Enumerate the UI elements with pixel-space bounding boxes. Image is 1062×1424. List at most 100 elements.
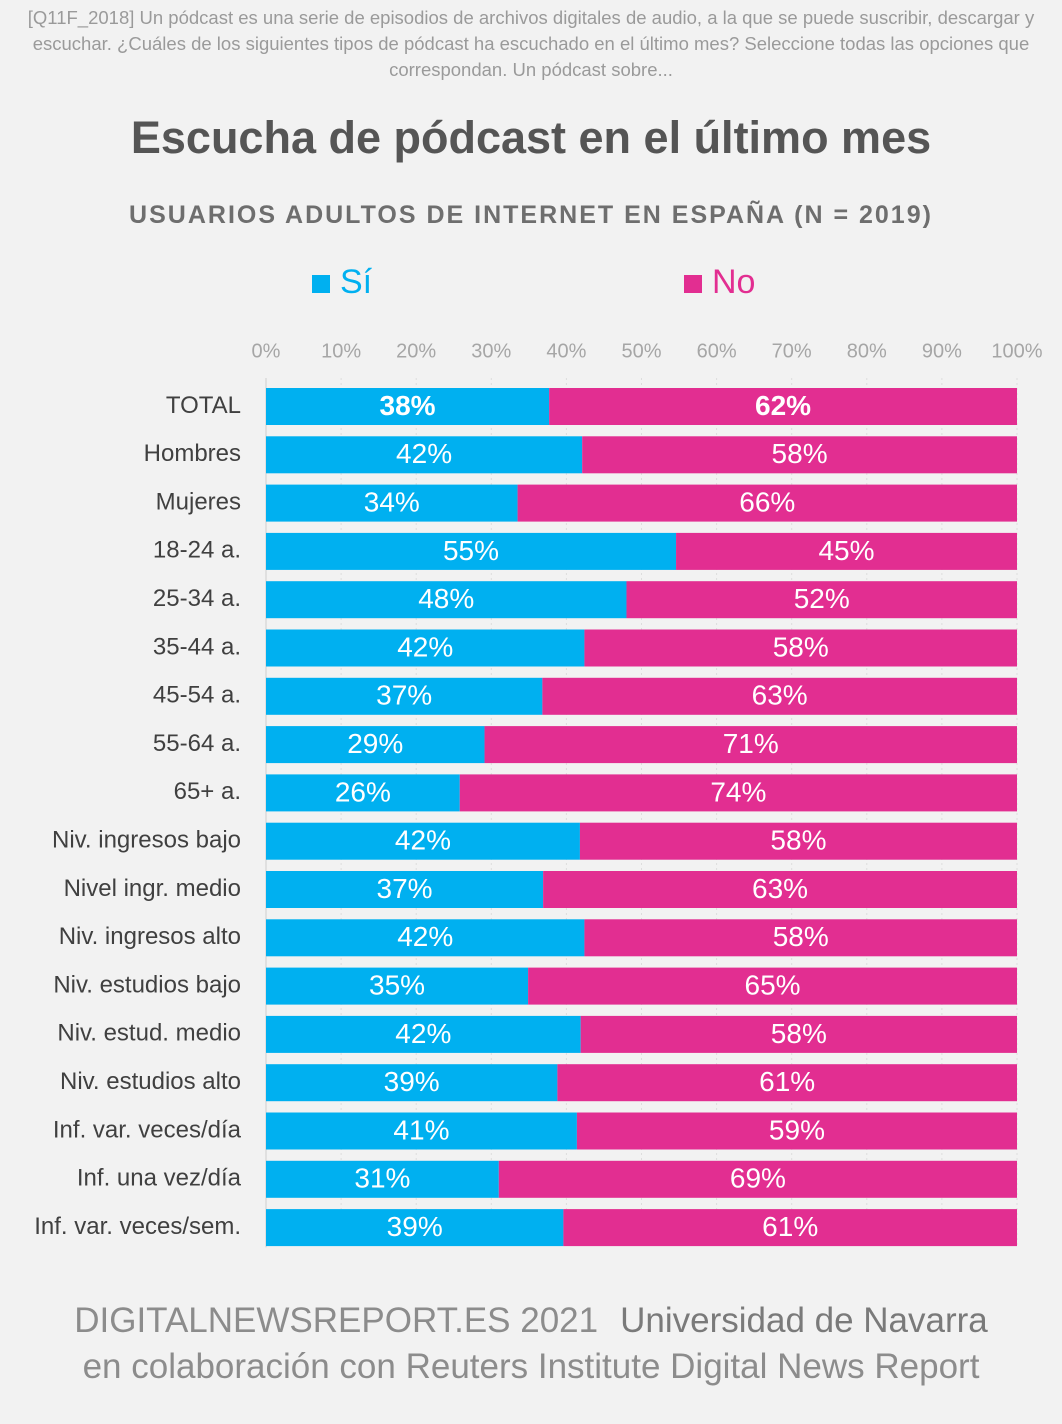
bar-si [266,1064,558,1102]
data-label-si: 48% [418,583,474,614]
category-label: Inf. var. veces/sem. [34,1213,241,1240]
category-label: Niv. estud. medio [57,1020,241,1047]
footer-collaboration: en colaboración con Reuters Institute Di… [82,1347,980,1386]
x-tick-label: 80% [847,340,887,362]
data-label-no: 58% [773,921,829,952]
bar-no [498,1160,1017,1198]
bar-no [484,726,1017,764]
bar-no [584,629,1017,667]
category-label: 35-44 a. [153,633,241,660]
data-label-si: 26% [335,776,391,807]
data-label-no: 58% [773,631,829,662]
category-label: Hombres [144,440,241,467]
bar-no [557,1064,1017,1102]
data-label-si: 42% [395,825,451,856]
bar-no [584,919,1017,957]
data-label-si: 35% [369,969,425,1000]
legend-label-no: No [712,262,756,301]
bar-no [626,581,1017,619]
category-label: Mujeres [156,488,241,515]
stacked-bar-chart: 0% 10% 20% 30% 40% 50% 60% 70% 80% 90% 100% TOTAL 38… [34,340,1043,1248]
data-label-si: 42% [397,631,453,662]
question-text: [Q11F_2018] Un pódcast es una serie de e… [27,7,1035,80]
data-label-no: 62% [755,390,811,421]
bar-no [579,822,1017,860]
bar-si [266,726,485,764]
bar-no [459,774,1017,812]
legend-swatch-no [684,275,702,293]
bar-no [576,1112,1017,1150]
data-label-si: 55% [443,535,499,566]
bar-si [266,629,585,667]
bar-si [266,1209,564,1247]
bar-si [266,1015,581,1053]
bar-si [266,484,518,522]
bar-no [582,436,1017,474]
footer-site: DIGITALNEWSREPORT.ES 2021 [74,1301,599,1340]
x-tick-label: 70% [772,340,812,362]
category-label: Niv. ingresos bajo [52,827,241,854]
category-label: 55-64 a. [153,730,241,757]
data-label-si: 42% [395,1018,451,1049]
bar-si [266,774,460,812]
data-label-no: 45% [818,535,874,566]
category-label: Inf. var. veces/día [53,1116,242,1143]
footer-source: DIGITALNEWSREPORT.ES 2021 Universidad de … [0,1298,1062,1344]
legend-swatch-si [312,275,330,293]
footer-brand: Universidad de Navarra [620,1301,988,1340]
category-label: 25-34 a. [153,585,241,612]
x-tick-label: 20% [396,340,436,362]
data-label-si: 42% [396,438,452,469]
data-label-si: 39% [387,1211,443,1242]
bar-no [542,677,1017,715]
bar-si [266,919,585,957]
bar-si [266,677,543,715]
data-label-si: 31% [354,1163,410,1194]
chart-subtitle: USUARIOS ADULTOS DE INTERNET EN ESPAÑA (… [129,201,933,229]
bar-no [528,967,1017,1005]
data-label-si: 42% [397,921,453,952]
bar-si [266,822,580,860]
bar-si [266,532,677,570]
data-label-no: 74% [710,776,766,807]
data-label-no: 61% [759,1066,815,1097]
bar-no [676,532,1017,570]
x-tick-label: 0% [252,340,281,362]
data-label-no: 52% [794,583,850,614]
bar-si [266,1112,577,1150]
data-label-si: 39% [384,1066,440,1097]
bar-no [580,1015,1017,1053]
legend-item-si: Sí [312,262,372,302]
x-tick-label: 30% [471,340,511,362]
category-label: 18-24 a. [153,537,241,564]
data-label-si: 37% [377,873,433,904]
x-tick-label: 50% [621,340,661,362]
category-label: Niv. estudios alto [60,1068,241,1095]
bar-no [543,871,1017,908]
data-label-si: 29% [347,728,403,759]
category-label: TOTAL [166,392,241,419]
data-label-si: 34% [364,486,420,517]
data-label-si: 38% [380,390,436,421]
data-label-no: 63% [752,873,808,904]
chart-title: Escucha de pódcast en el último mes [130,112,932,163]
legend-label-si: Sí [340,262,373,301]
legend-item-no: No [684,262,755,302]
data-label-no: 71% [723,728,779,759]
data-label-no: 58% [771,1018,827,1049]
data-label-no: 59% [769,1114,825,1145]
category-label: 65+ a. [174,778,241,805]
data-label-no: 65% [745,969,801,1000]
bar-no [549,388,1017,425]
data-label-no: 66% [739,486,795,517]
bar-si [266,581,627,619]
data-label-no: 58% [772,438,828,469]
bar-no [517,484,1017,522]
bar-si [266,967,529,1005]
x-tick-label: 60% [697,340,737,362]
x-tick-label: 10% [321,340,361,362]
bar-si [266,436,583,474]
category-label: Nivel ingr. medio [64,875,241,902]
data-label-si: 41% [393,1114,449,1145]
bar-si [266,1160,499,1198]
